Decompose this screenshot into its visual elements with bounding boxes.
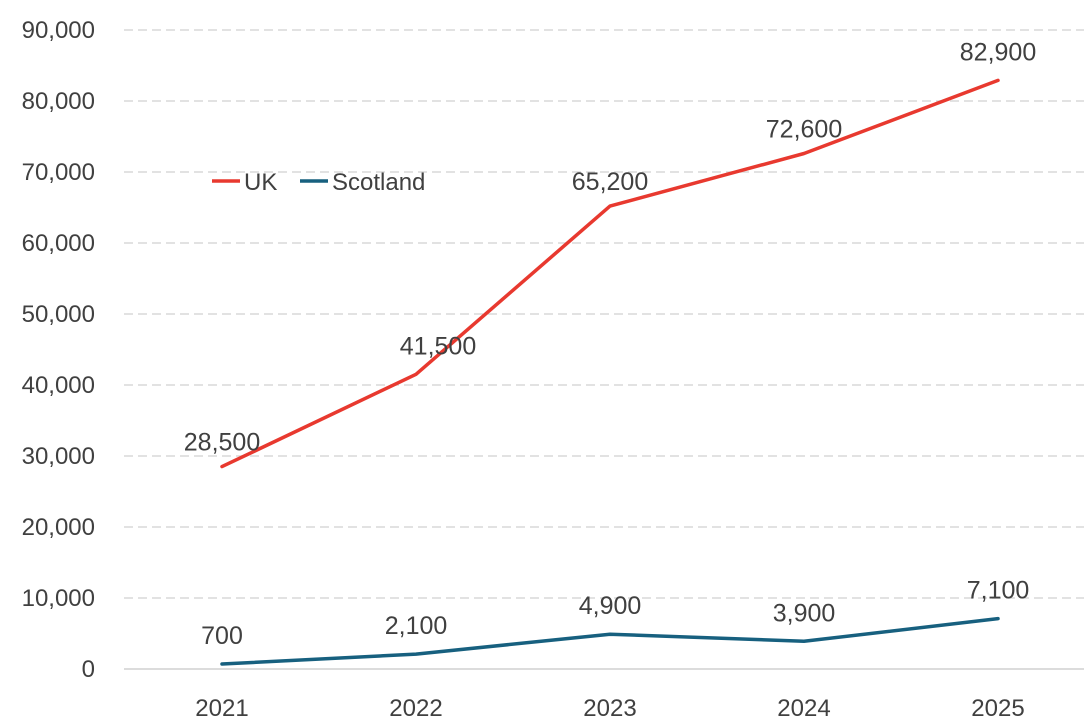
- y-tick-label: 10,000: [22, 585, 95, 612]
- data-label-scotland: 7,100: [967, 577, 1030, 605]
- data-label-uk: 41,500: [400, 332, 476, 360]
- y-tick-label: 0: [82, 656, 95, 683]
- x-tick-label: 2024: [777, 695, 830, 719]
- y-axis-ticks: 0 10,000 20,000 30,000 40,000 50,000 60,000 70,…: [22, 17, 95, 683]
- y-tick-label: 20,000: [22, 514, 95, 541]
- data-label-scotland: 4,900: [579, 592, 642, 620]
- series-line-uk: [220, 78, 1000, 469]
- y-tick-label: 60,000: [22, 230, 95, 257]
- x-tick-label: 2023: [583, 695, 636, 719]
- x-axis-ticks: 2021 2022 2023 2024 2025: [195, 695, 1024, 719]
- legend: UK Scotland: [212, 169, 425, 196]
- x-tick-label: 2021: [195, 695, 248, 719]
- x-tick-label: 2022: [389, 695, 442, 719]
- y-tick-label: 50,000: [22, 301, 95, 328]
- data-label-scotland: 3,900: [773, 599, 836, 627]
- legend-scotland-label: Scotland: [332, 169, 425, 196]
- y-tick-label: 30,000: [22, 443, 95, 470]
- data-label-uk: 72,600: [766, 116, 842, 144]
- gridlines: [124, 29, 1084, 599]
- series-lines: [220, 78, 1000, 666]
- y-tick-label: 90,000: [22, 17, 95, 44]
- y-tick-label: 40,000: [22, 372, 95, 399]
- x-tick-label: 2025: [971, 695, 1024, 719]
- data-label-scotland: 700: [201, 622, 243, 650]
- data-label-uk: 82,900: [960, 38, 1036, 66]
- y-tick-label: 70,000: [22, 159, 95, 186]
- data-label-uk: 28,500: [184, 429, 260, 457]
- series-line-scotland: [220, 616, 1000, 666]
- legend-uk-label: UK: [244, 169, 277, 196]
- data-label-scotland: 2,100: [385, 612, 448, 640]
- data-label-uk: 65,200: [572, 168, 648, 196]
- data-labels: 28,500 41,500 65,200 72,600 82,900 700 2,100 4,…: [184, 38, 1036, 650]
- y-tick-label: 80,000: [22, 88, 95, 115]
